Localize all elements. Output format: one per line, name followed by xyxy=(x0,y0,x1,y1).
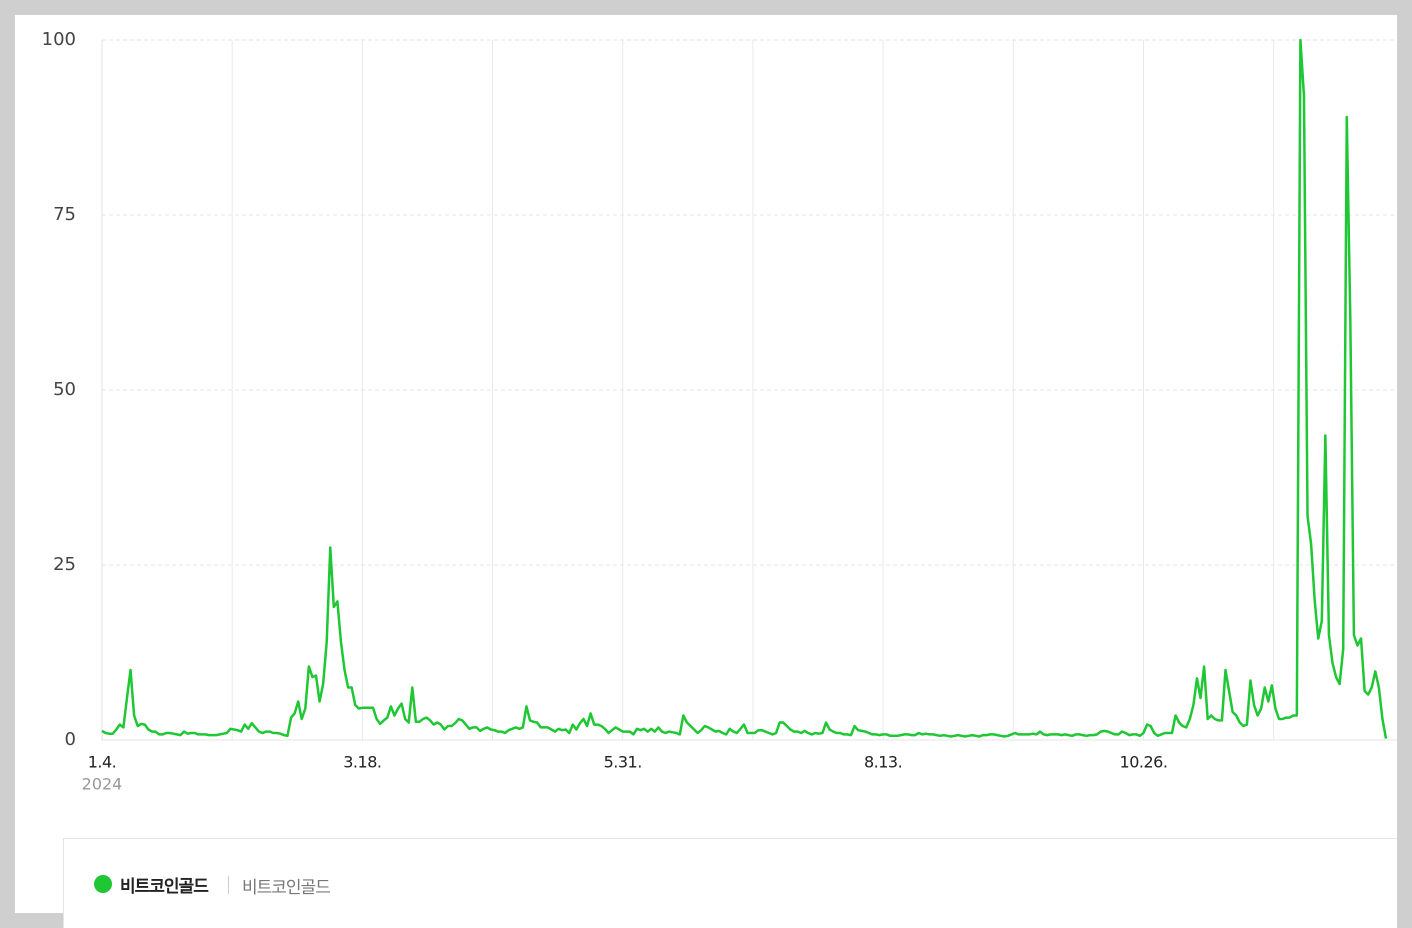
legend: 비트코인골드 비트코인골드 xyxy=(63,838,1397,928)
y-tick-label: 100 xyxy=(42,29,76,50)
legend-keyword: 비트코인골드 xyxy=(242,878,331,898)
y-tick-label: 0 xyxy=(65,729,76,750)
y-tick-label: 25 xyxy=(53,554,76,575)
x-tick-label: 1.4. xyxy=(88,753,117,772)
legend-divider xyxy=(228,876,229,894)
x-year-label: 2024 xyxy=(82,775,123,794)
x-tick-label: 5.31. xyxy=(604,753,642,772)
y-tick-label: 50 xyxy=(53,379,76,400)
x-tick-label: 3.18. xyxy=(343,753,381,772)
legend-swatch xyxy=(94,875,112,893)
legend-label[interactable]: 비트코인골드 xyxy=(120,877,209,897)
data-line xyxy=(101,38,1388,739)
chart-panel xyxy=(15,15,1397,913)
x-tick-label: 8.13. xyxy=(864,753,902,772)
x-tick-label: 10.26. xyxy=(1120,753,1168,772)
y-tick-label: 75 xyxy=(53,204,76,225)
